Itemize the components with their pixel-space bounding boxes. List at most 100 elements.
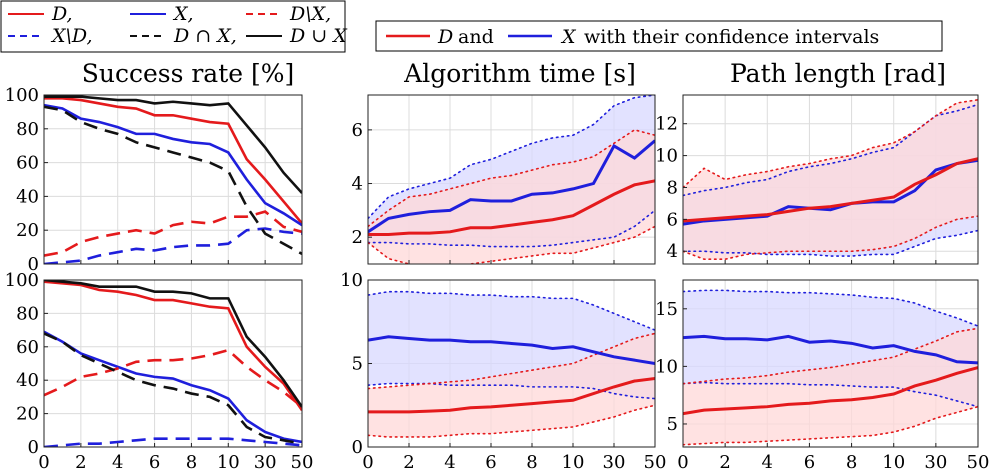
ytick-label: 40 bbox=[16, 370, 39, 391]
xtick-label: 4 bbox=[444, 452, 455, 473]
legend-label-2: D\X, bbox=[289, 3, 331, 25]
ytick-label: 6 bbox=[667, 209, 678, 230]
ci-high-X bbox=[368, 290, 655, 331]
xtick-label: 8 bbox=[526, 452, 537, 473]
xtick-label: 2 bbox=[719, 452, 730, 473]
ci-low-X bbox=[368, 382, 655, 400]
plot-area-time-top bbox=[368, 95, 655, 264]
ytick-label: 80 bbox=[16, 303, 39, 324]
title-success-rate: Success rate [%] bbox=[82, 59, 295, 88]
xtick-label: 50 bbox=[644, 452, 667, 473]
series-line-DX bbox=[44, 280, 302, 408]
series-line-DX-dashed bbox=[44, 105, 302, 255]
ytick-label: 0 bbox=[28, 437, 39, 458]
ytick-label: 60 bbox=[16, 337, 39, 358]
ci-low-X bbox=[368, 209, 655, 248]
axes-frame bbox=[367, 94, 656, 265]
legend-and-text: and bbox=[458, 26, 494, 48]
series-line-D bbox=[683, 366, 978, 416]
ytick-label: 10 bbox=[655, 356, 678, 377]
series-line-X bbox=[44, 103, 302, 227]
ci-high-D bbox=[368, 129, 655, 228]
ci-low-X bbox=[683, 381, 978, 408]
ytick-label: 6 bbox=[352, 120, 363, 141]
series-line-XD-dashed bbox=[44, 227, 302, 264]
plot-area-success-top bbox=[44, 95, 302, 264]
panel-success-bottom: 0 20 40 60 80 100 0 2 4 6 8 10 30 50 bbox=[5, 270, 314, 473]
xtick-label: 30 bbox=[924, 452, 947, 473]
ci-low-D bbox=[368, 225, 655, 264]
xtick-label: 0 bbox=[677, 452, 688, 473]
legend-label-1: X, bbox=[172, 3, 194, 25]
xtick-label: 10 bbox=[217, 452, 240, 473]
ci-high-X bbox=[683, 289, 978, 327]
panel-success-top: 0 20 40 60 80 100 bbox=[5, 85, 303, 275]
xtick-label: 8 bbox=[186, 452, 197, 473]
xtick-label: 10 bbox=[882, 452, 905, 473]
ytick-label: 0 bbox=[352, 437, 363, 458]
ci-high-D bbox=[683, 327, 978, 385]
panel-time-bottom: 0 5 10 0 2 4 6 8 10 30 50 bbox=[340, 270, 666, 473]
series-line-DX bbox=[44, 95, 302, 194]
ytick-label: 5 bbox=[352, 354, 363, 375]
xtick-label: 0 bbox=[362, 452, 373, 473]
series-line-D bbox=[44, 280, 302, 411]
legend-label-3: X\D, bbox=[50, 25, 93, 47]
ci-low-D bbox=[683, 215, 978, 261]
series-line-X bbox=[683, 334, 978, 365]
ci-high-X bbox=[683, 103, 978, 197]
xtick-label: 6 bbox=[485, 452, 496, 473]
ytick-label: 100 bbox=[5, 270, 39, 291]
xtick-label: 50 bbox=[967, 452, 990, 473]
series-line-XD-dashed bbox=[44, 437, 302, 447]
series-line-D bbox=[44, 97, 302, 225]
ci-band-D bbox=[683, 328, 978, 445]
series-line-X bbox=[368, 139, 655, 234]
legend-left-box bbox=[0, 0, 346, 53]
ci-low-D bbox=[368, 404, 655, 438]
xtick-label: 8 bbox=[846, 452, 857, 473]
ytick-label: 20 bbox=[16, 404, 39, 425]
ytick-label: 8 bbox=[667, 177, 678, 198]
ci-band-D bbox=[368, 129, 655, 264]
ytick-label: 4 bbox=[667, 241, 678, 262]
ci-high-X bbox=[368, 95, 655, 220]
legend-left: D, X, D\X, X\D, D ∩ X, D ∪ X bbox=[0, 0, 348, 53]
xtick-label: 2 bbox=[75, 452, 86, 473]
axes-frame bbox=[43, 279, 303, 448]
plot-area-time-bottom bbox=[368, 290, 655, 438]
series-line-X bbox=[44, 330, 302, 444]
xtick-label: 30 bbox=[603, 452, 626, 473]
xtick-label: 2 bbox=[403, 452, 414, 473]
legend-label-5: D ∪ X bbox=[289, 25, 348, 47]
legend-right: D and X with their confidence intervals bbox=[375, 20, 943, 52]
title-algorithm-time: Algorithm time [s] bbox=[403, 59, 636, 88]
legend-label-4: D ∩ X, bbox=[173, 25, 237, 47]
ytick-label: 0 bbox=[28, 254, 39, 275]
series-line-DX-dashed bbox=[44, 348, 302, 408]
series-line-D bbox=[368, 377, 655, 414]
ci-low-D bbox=[683, 405, 978, 446]
ytick-label: 12 bbox=[655, 114, 678, 135]
ytick-label: 4 bbox=[352, 174, 363, 195]
panel-path-top: 4 6 8 10 12 bbox=[655, 94, 979, 265]
xtick-label: 10 bbox=[562, 452, 585, 473]
plot-area-path-top bbox=[683, 98, 978, 261]
ytick-label: 10 bbox=[655, 146, 678, 167]
legend-suffix: with their confidence intervals bbox=[584, 26, 879, 48]
ytick-label: 10 bbox=[340, 270, 363, 291]
xtick-label: 4 bbox=[112, 452, 123, 473]
series-line-D bbox=[368, 179, 655, 236]
axes-frame bbox=[682, 94, 979, 265]
ytick-label: 80 bbox=[16, 119, 39, 140]
axes-frame bbox=[43, 94, 303, 265]
series-line-DX-dashed bbox=[44, 332, 302, 445]
axes-frame bbox=[682, 279, 979, 448]
ytick-label: 40 bbox=[16, 186, 39, 207]
ci-low-X bbox=[683, 229, 978, 257]
ci-high-D bbox=[683, 98, 978, 189]
xtick-label: 50 bbox=[291, 452, 314, 473]
ytick-label: 2 bbox=[352, 227, 363, 248]
title-path-length: Path length [rad] bbox=[730, 59, 946, 88]
